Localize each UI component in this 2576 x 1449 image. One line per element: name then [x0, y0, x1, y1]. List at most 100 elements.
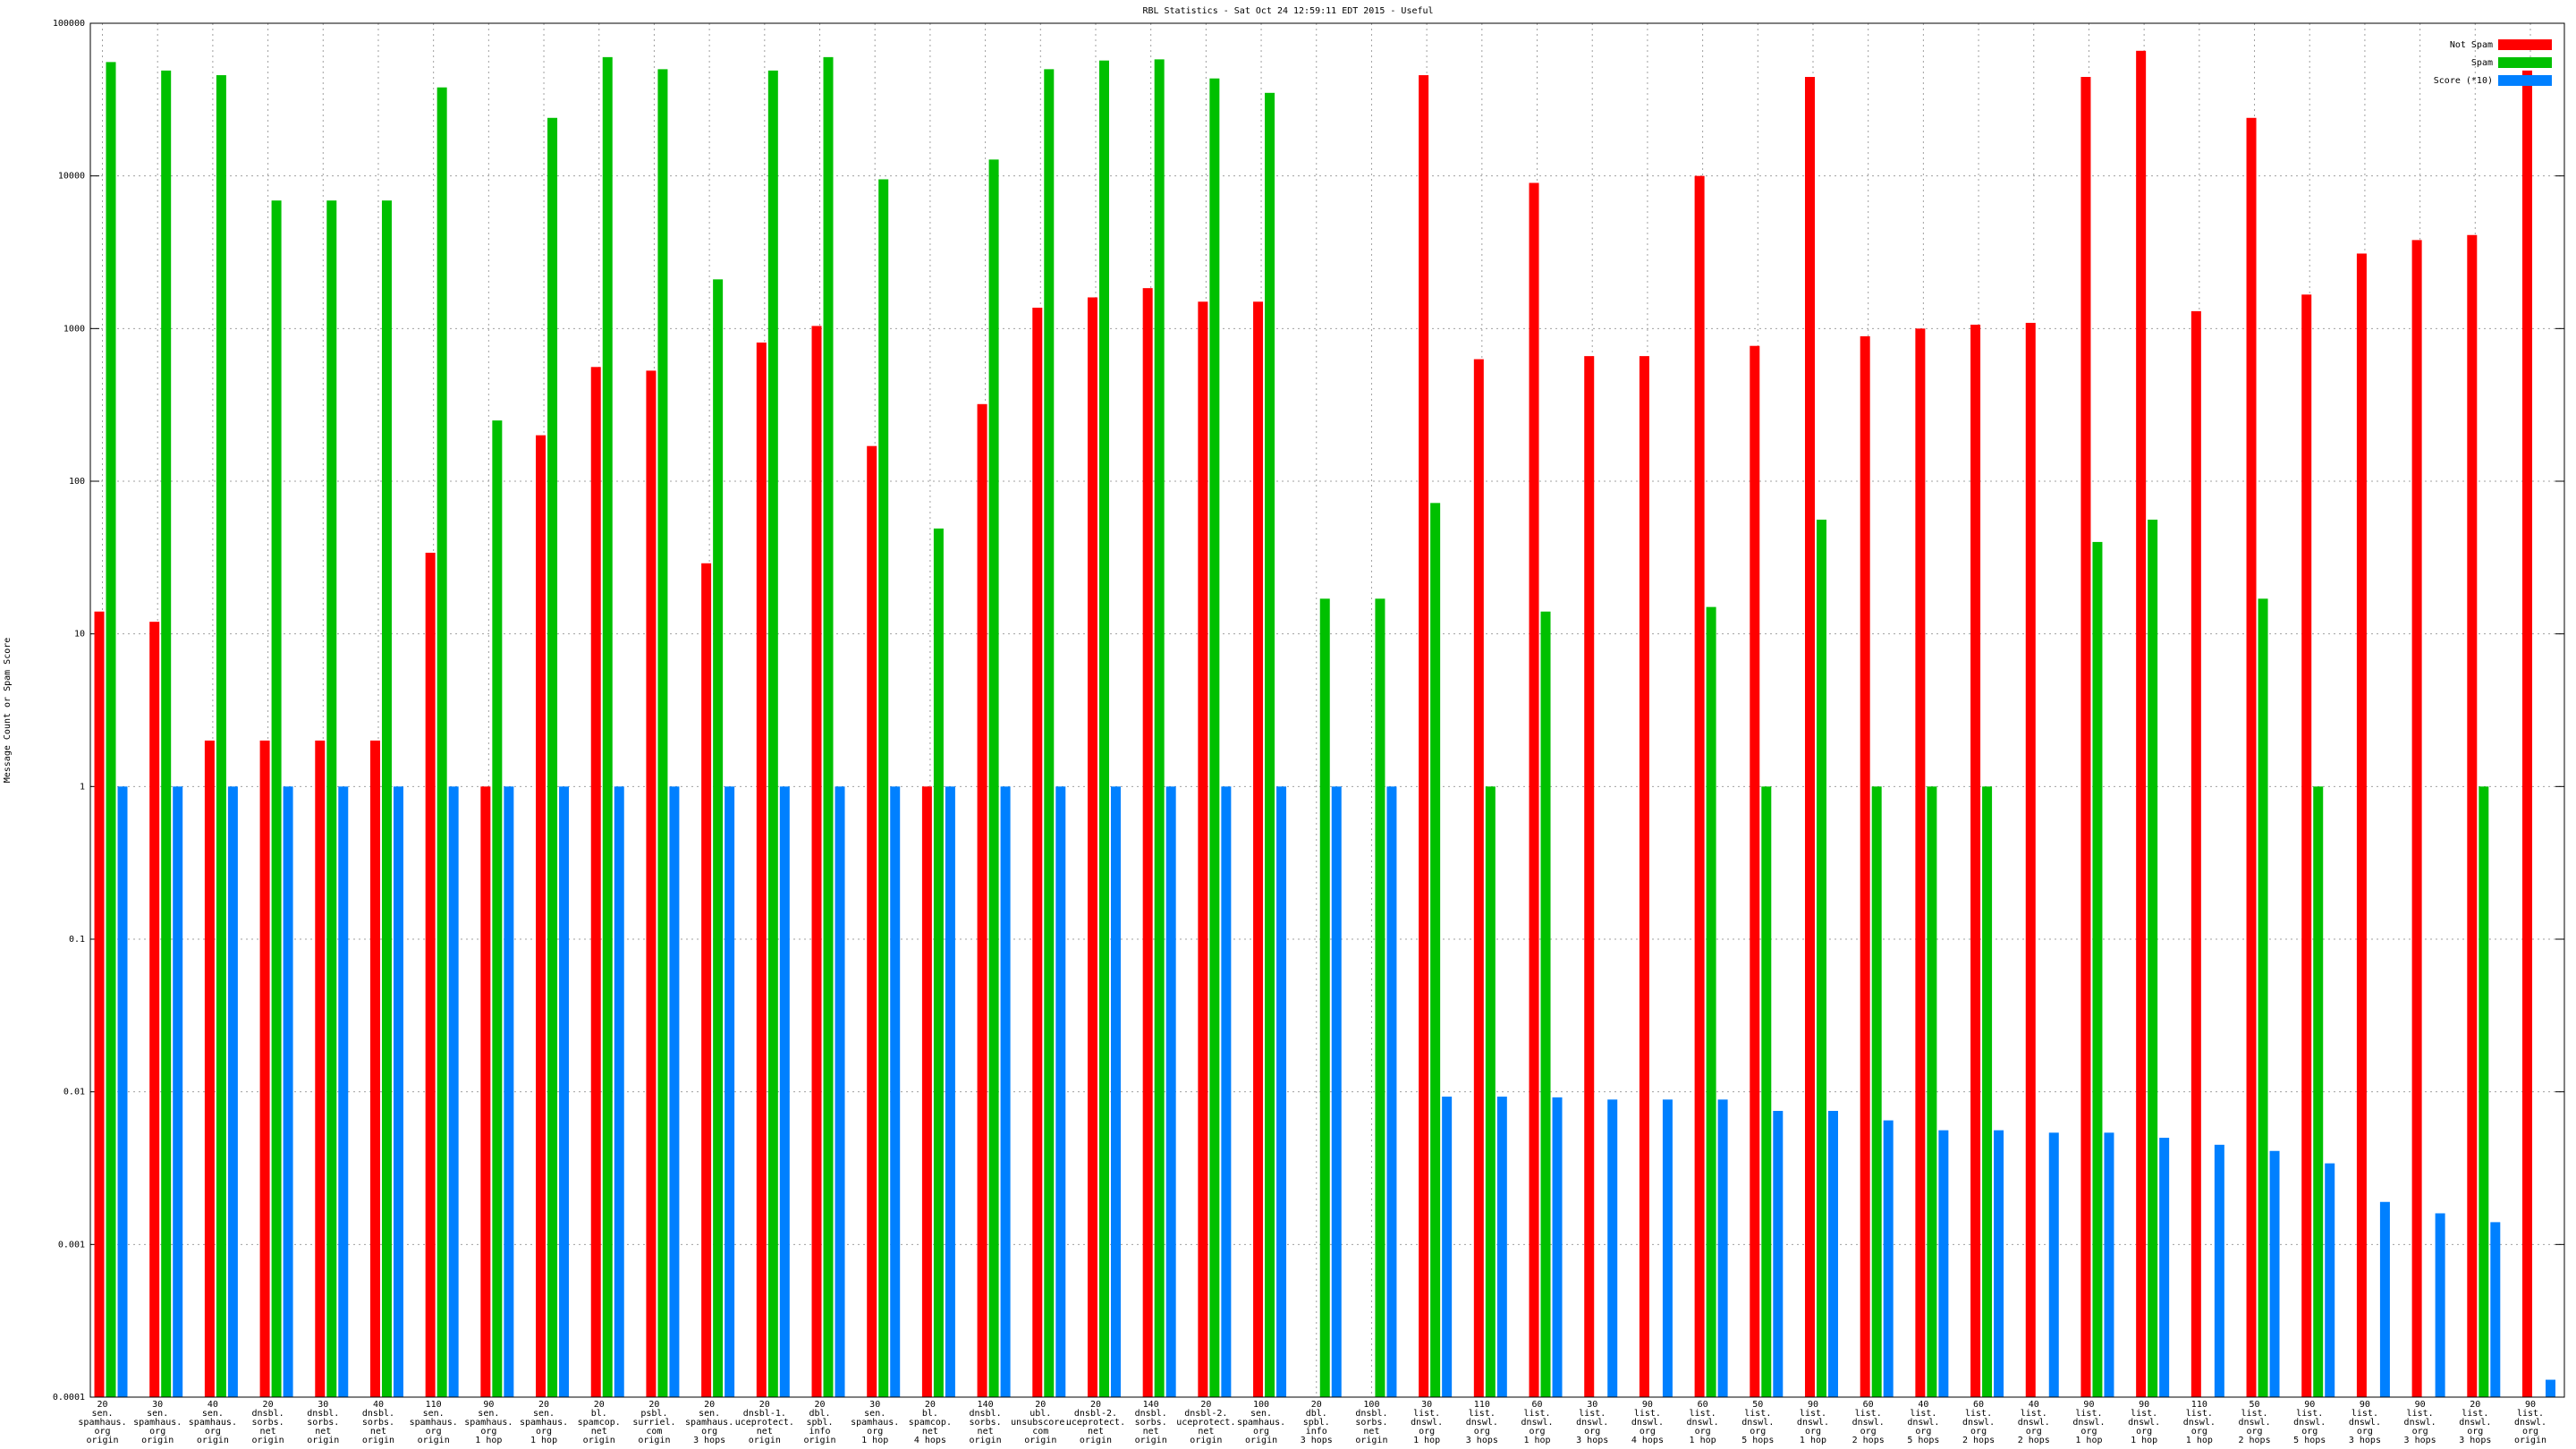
bar [701, 563, 712, 1397]
x-tick-label: 50 list. dnswl. org 2 hops [2238, 1400, 2270, 1445]
bar [835, 786, 845, 1397]
bar [1540, 611, 1551, 1397]
bar [315, 740, 326, 1397]
bar [1375, 598, 1385, 1397]
x-tick-label: 60 list. dnswl. org 2 hops [1962, 1400, 1995, 1445]
bar [2246, 117, 2257, 1397]
x-tick-label: 140 dnsbl. sorbs. net origin [1135, 1400, 1167, 1445]
x-tick-label: 90 list. dnswl. org 4 hops [1631, 1400, 1664, 1445]
x-tick-label: 30 list. dnswl. org 3 hops [1576, 1400, 1608, 1445]
bar [867, 445, 877, 1397]
x-tick-label: 20 dnsbl-1. uceprotect. net origin [735, 1400, 794, 1445]
x-tick-label: 20 bl. spamcop. net 4 hops [909, 1400, 952, 1445]
bar [823, 56, 834, 1398]
bar [117, 786, 128, 1397]
bar [2467, 234, 2478, 1397]
y-tick-label: 100000 [53, 19, 85, 29]
bar [2379, 1201, 2390, 1397]
bar [1816, 519, 1826, 1397]
x-tick-label: 140 dnsbl. sorbs. net origin [970, 1400, 1002, 1445]
x-tick-label: 20 sen. spamhaus. org 3 hops [685, 1400, 733, 1445]
legend-label: Not Spam [2450, 40, 2493, 50]
bar [1087, 297, 1097, 1398]
bar [436, 87, 447, 1398]
bar [2104, 1132, 2114, 1397]
legend-label: Score (*10) [2434, 76, 2493, 86]
bar [1496, 1097, 1507, 1397]
bar [227, 786, 238, 1397]
bar [724, 786, 735, 1397]
bar [2479, 786, 2489, 1397]
bar [1000, 786, 1011, 1397]
x-tick-label: 90 list. dnswl. org origin [2514, 1400, 2546, 1445]
bar [480, 786, 491, 1397]
legend-swatch [2498, 57, 2552, 68]
x-tick-label: 90 list. dnswl. org 5 hops [2293, 1400, 2326, 1445]
bar [1871, 786, 1882, 1397]
bar [259, 740, 270, 1397]
bar [2025, 322, 2036, 1397]
chart-title: RBL Statistics - Sat Oct 24 12:59:11 EDT… [1142, 6, 1433, 16]
bar [2356, 253, 2367, 1398]
bar [2522, 70, 2532, 1398]
y-tick-label: 10000 [58, 172, 85, 182]
bar [1221, 786, 1232, 1397]
bar [779, 786, 790, 1397]
x-tick-label: 100 dnsbl. sorbs. net origin [1355, 1400, 1387, 1445]
x-tick-label: 20 bl. spamcop. net origin [578, 1400, 621, 1445]
bar [1860, 335, 1870, 1398]
bar [811, 326, 822, 1398]
x-tick-label: 20 list. dnswl. org 3 hops [2459, 1400, 2491, 1445]
bar [614, 786, 624, 1397]
bar [1694, 175, 1705, 1398]
x-tick-label: 60 list. dnswl. org 2 hops [1852, 1400, 1885, 1445]
bar [2048, 1132, 2059, 1397]
bar [369, 740, 380, 1397]
bar [1804, 77, 1815, 1398]
bar [1044, 69, 1055, 1398]
bar [559, 786, 570, 1397]
x-tick-label: 40 list. dnswl. org 2 hops [2018, 1400, 2050, 1445]
y-tick-label: 0.01 [64, 1088, 85, 1097]
x-tick-label: 30 list. dnswl. org 1 hop [1411, 1400, 1443, 1445]
x-tick-label: 90 list. dnswl. org 1 hop [2072, 1400, 2105, 1445]
bar [590, 367, 601, 1398]
legend-swatch [2498, 75, 2552, 86]
bar [1419, 75, 1429, 1397]
bar [2269, 1150, 2280, 1397]
x-tick-label: 20 psbl. surriel. com origin [632, 1400, 675, 1445]
bar [216, 75, 226, 1397]
bar [1110, 786, 1121, 1397]
bar [94, 611, 105, 1397]
y-tick-label: 10 [74, 630, 85, 640]
y-tick-label: 0.1 [69, 935, 85, 945]
y-tick-label: 0.001 [58, 1240, 85, 1250]
x-tick-label: 20 sen. spamhaus. org 1 hop [520, 1400, 568, 1445]
x-tick-label: 30 sen. spamhaus. org origin [133, 1400, 182, 1445]
bar [1938, 1130, 1949, 1397]
x-tick-label: 60 list. dnswl. org 1 hop [1521, 1400, 1553, 1445]
bar [1662, 1099, 1673, 1397]
x-tick-label: 90 list. dnswl. org 1 hop [1797, 1400, 1829, 1445]
bar [1827, 1110, 1838, 1397]
x-tick-label: 90 list. dnswl. org 1 hop [2128, 1400, 2160, 1445]
bar [1883, 1120, 1894, 1397]
bar [1098, 60, 1109, 1397]
y-tick-label: 0.0001 [53, 1393, 85, 1402]
bar [756, 342, 767, 1397]
y-tick-label: 1 [80, 782, 85, 792]
bar [933, 528, 944, 1397]
plot-border [89, 22, 2565, 1398]
bar [1485, 786, 1496, 1397]
x-tick-label: 20 sen. spamhaus. org origin [78, 1400, 126, 1445]
bar [161, 70, 172, 1398]
bar [326, 200, 337, 1397]
bar [492, 420, 503, 1397]
bar [1442, 1097, 1453, 1397]
x-tick-label: 40 list. dnswl. org 5 hops [1907, 1400, 1939, 1445]
x-tick-label: 30 dnsbl. sorbs. net origin [307, 1400, 339, 1445]
bar [2301, 294, 2312, 1398]
bar [381, 200, 392, 1397]
bar [2092, 541, 2103, 1397]
bar [2136, 50, 2147, 1397]
